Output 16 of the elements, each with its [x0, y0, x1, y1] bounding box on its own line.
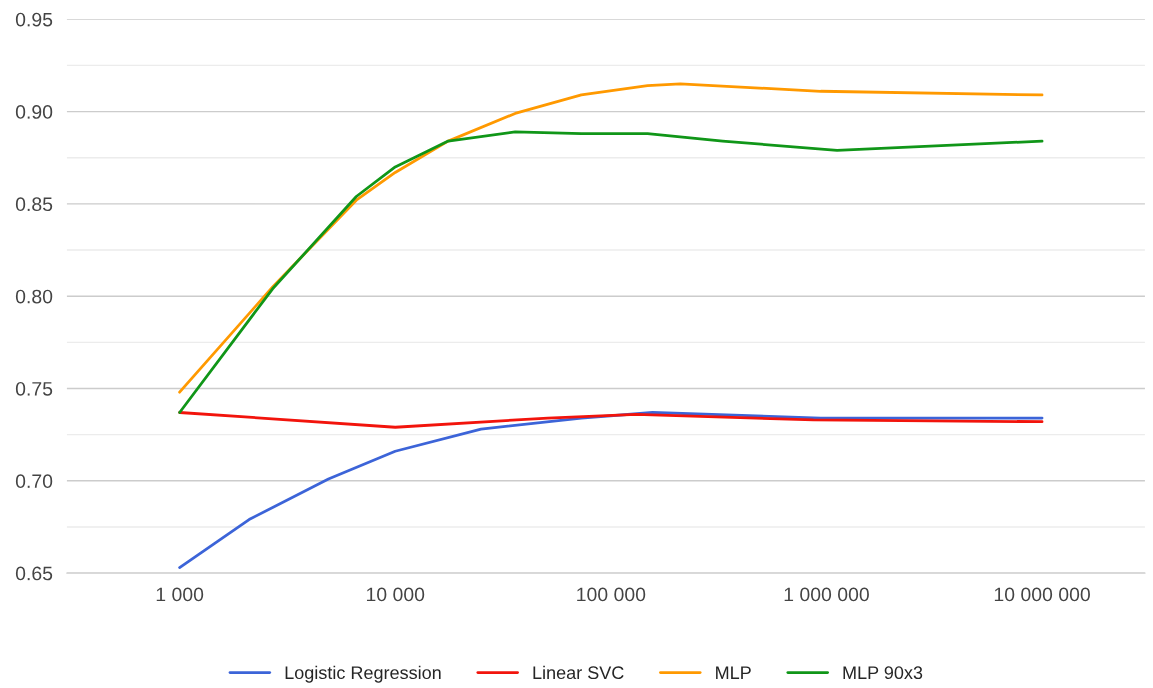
legend-label: MLP	[716, 666, 751, 679]
y-tick-label: 0.95	[15, 12, 53, 27]
x-tick-label: 10 000	[366, 587, 425, 602]
legend-label: Logistic Regression	[285, 665, 441, 683]
y-tick-label: 0.90	[15, 105, 53, 119]
y-tick-label: 0.75	[15, 381, 53, 396]
y-tick-label: 0.80	[15, 289, 53, 304]
legend-label: Linear SVC	[533, 665, 624, 680]
y-tick-label: 0.70	[15, 474, 53, 489]
y-tick-label: 0.85	[15, 197, 53, 212]
x-tick-label: 1 000	[156, 587, 204, 602]
x-tick-label: 10 000 000	[994, 587, 1090, 602]
y-tick-label: 0.65	[15, 566, 53, 581]
x-tick-label: 1 000 000	[784, 587, 869, 602]
x-tick-label: 100 000	[577, 587, 646, 602]
legend-label: MLP 90x3	[843, 666, 923, 680]
